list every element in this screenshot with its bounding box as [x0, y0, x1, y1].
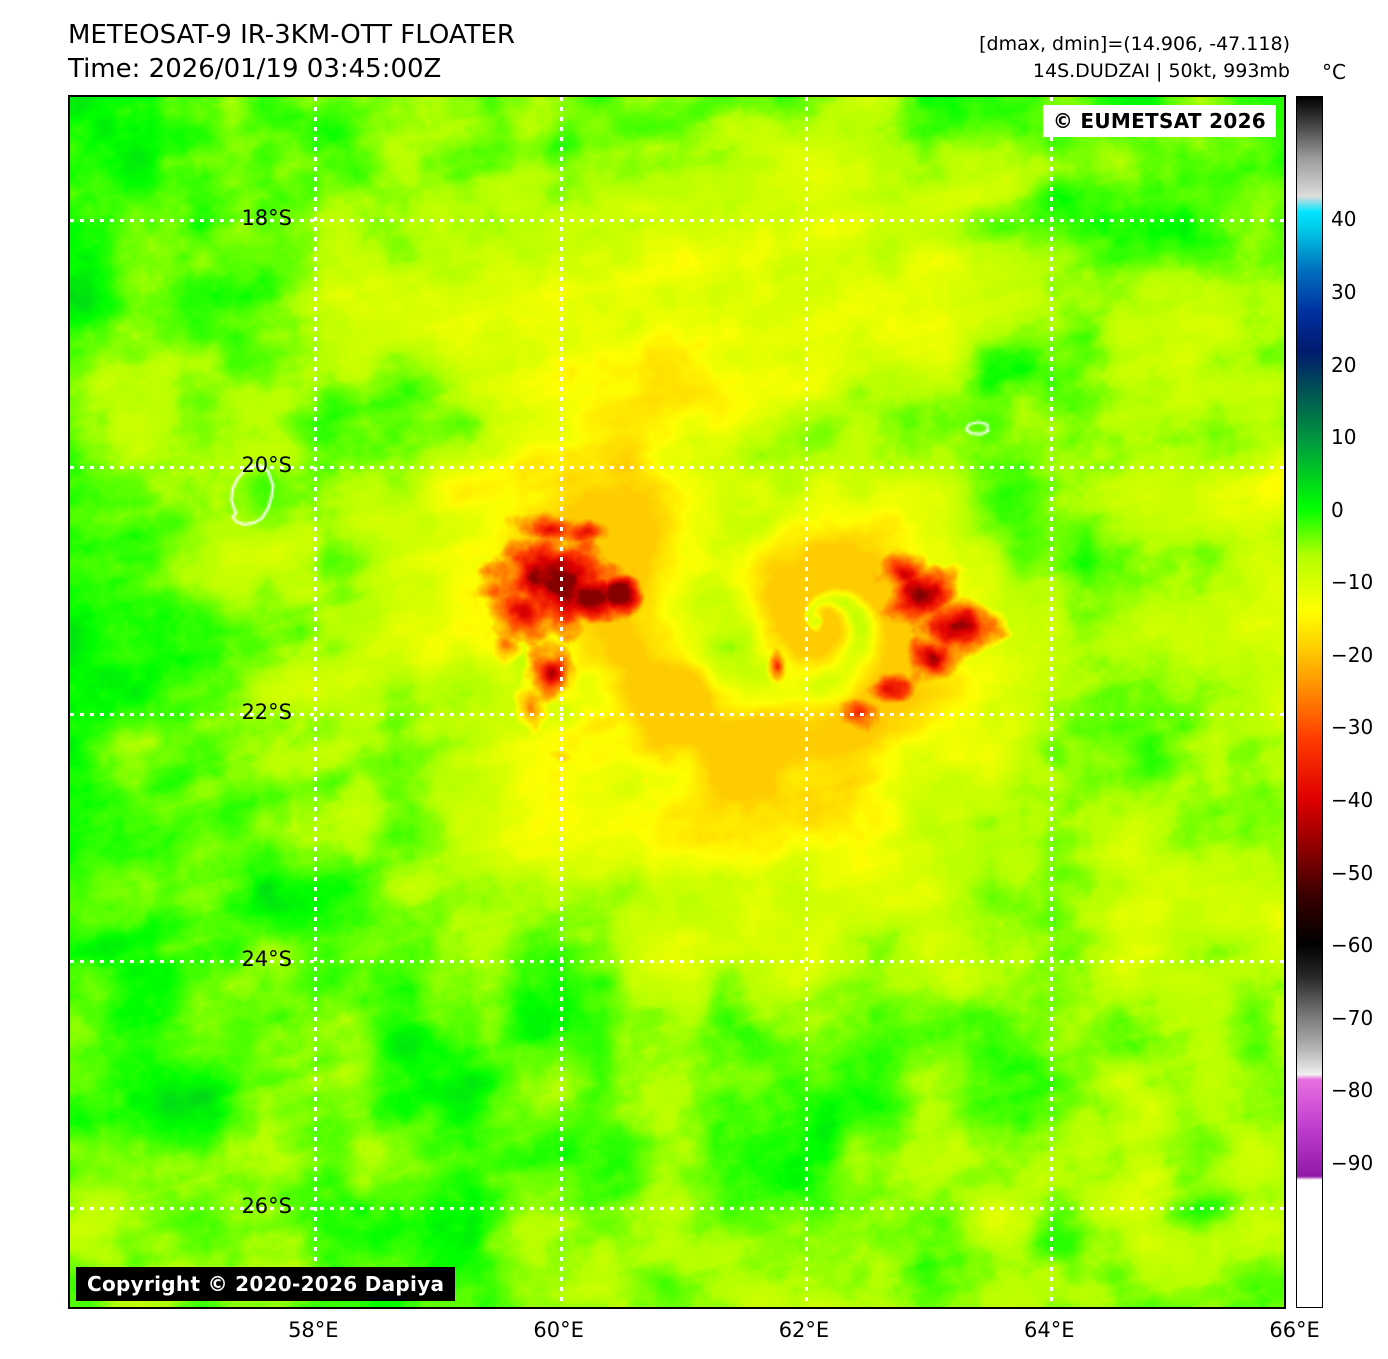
storm-info-readout: 14S.DUDZAI | 50kt, 993mb — [1032, 59, 1290, 82]
page-title: METEOSAT-9 IR-3KM-OTT FLOATER Time: 2026… — [68, 18, 515, 87]
lon-tick-label: 62°E — [778, 1318, 830, 1342]
lat-tick-label: 22°S — [241, 700, 292, 725]
colorbar-tick-40: 40 — [1331, 207, 1357, 232]
dmax-dmin-readout: [dmax, dmin]=(14.906, -47.118) — [979, 33, 1290, 55]
lat-tick-label: 18°S — [241, 206, 292, 231]
observation-time: Time: 2026/01/19 03:45:00Z — [68, 54, 442, 85]
lon-tick-label: 58°E — [288, 1318, 339, 1342]
lat-tick-label: 20°S — [241, 453, 292, 478]
lat-tick-label: 26°S — [241, 1194, 292, 1219]
colorbar-tick--30: −30 — [1331, 715, 1374, 740]
lon-tick-label: 66°E — [1269, 1318, 1320, 1342]
colorbar-tick--40: −40 — [1331, 787, 1374, 812]
colorbar-tick--50: −50 — [1331, 860, 1374, 885]
satellite-plot-area[interactable]: © EUMETSAT 2026 Copyright © 2020-2026 Da… — [68, 95, 1286, 1309]
eumetsat-copyright-badge: © EUMETSAT 2026 — [1042, 105, 1276, 137]
colorbar-tick-30: 30 — [1331, 279, 1357, 304]
colorbar-tick-0: 0 — [1331, 497, 1344, 522]
infrared-imagery-canvas — [70, 97, 1284, 1307]
metadata-block: [dmax, dmin]=(14.906, -47.118) 14S.DUDZA… — [979, 31, 1290, 85]
temperature-colorbar[interactable] — [1296, 96, 1323, 1308]
lat-tick-label: 24°S — [241, 947, 292, 972]
colorbar-tick--80: −80 — [1331, 1078, 1374, 1103]
lon-tick-label: 64°E — [1024, 1318, 1075, 1342]
colorbar-tick--20: −20 — [1331, 642, 1374, 667]
colorbar-tick--70: −70 — [1331, 1005, 1374, 1030]
colorbar-tick--60: −60 — [1331, 933, 1374, 958]
colorbar-tick-10: 10 — [1331, 425, 1357, 450]
lon-tick-label: 60°E — [533, 1318, 584, 1342]
colorbar-unit-label: °C — [1322, 60, 1346, 84]
colorbar-gradient — [1297, 97, 1322, 1307]
product-title: METEOSAT-9 IR-3KM-OTT FLOATER — [68, 20, 515, 50]
dapiya-copyright-badge: Copyright © 2020-2026 Dapiya — [76, 1267, 456, 1301]
colorbar-tick--10: −10 — [1331, 570, 1374, 595]
colorbar-tick--90: −90 — [1331, 1150, 1374, 1175]
colorbar-tick-20: 20 — [1331, 352, 1357, 377]
